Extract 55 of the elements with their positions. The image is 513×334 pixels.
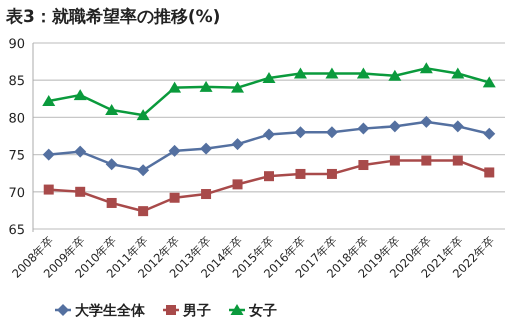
point bbox=[452, 156, 463, 166]
point bbox=[170, 192, 180, 203]
point bbox=[482, 76, 496, 88]
point bbox=[452, 120, 464, 132]
point bbox=[326, 168, 337, 179]
point bbox=[264, 171, 274, 182]
legend-label: 大学生全体 bbox=[75, 303, 146, 319]
point bbox=[231, 82, 244, 93]
point bbox=[420, 116, 432, 128]
point bbox=[232, 179, 243, 190]
point bbox=[136, 109, 150, 120]
point bbox=[420, 62, 433, 74]
point bbox=[42, 148, 55, 161]
point bbox=[294, 126, 306, 138]
point bbox=[295, 168, 306, 179]
y-tick-label: 85 bbox=[8, 74, 25, 90]
point bbox=[106, 158, 118, 170]
point bbox=[200, 142, 212, 155]
point bbox=[326, 126, 338, 138]
point bbox=[168, 144, 181, 157]
point bbox=[74, 146, 86, 158]
chart-title: 表3：就職希望率の推移(%) bbox=[5, 7, 220, 27]
point bbox=[358, 160, 368, 170]
point bbox=[137, 164, 150, 176]
point bbox=[357, 122, 370, 135]
point bbox=[106, 198, 117, 208]
point bbox=[201, 189, 212, 200]
point bbox=[484, 167, 494, 178]
point bbox=[232, 138, 244, 150]
y-tick-label: 90 bbox=[8, 37, 25, 52]
point bbox=[356, 68, 370, 79]
point bbox=[262, 72, 276, 83]
point bbox=[388, 70, 402, 81]
point bbox=[105, 104, 118, 115]
point bbox=[390, 156, 400, 166]
point bbox=[44, 184, 54, 195]
point bbox=[325, 68, 338, 79]
y-tick-label: 65 bbox=[8, 223, 25, 238]
y-tick-label: 75 bbox=[8, 148, 25, 164]
legend-label: 男子 bbox=[182, 303, 211, 319]
legend-label: 女子 bbox=[248, 303, 277, 319]
point bbox=[168, 82, 182, 93]
point bbox=[421, 156, 432, 166]
point bbox=[74, 89, 87, 100]
y-tick-label: 80 bbox=[8, 111, 25, 126]
point bbox=[42, 95, 56, 106]
point bbox=[483, 128, 496, 140]
point bbox=[263, 128, 275, 141]
point bbox=[138, 206, 148, 216]
point bbox=[200, 80, 213, 92]
point bbox=[451, 68, 464, 79]
point bbox=[75, 186, 86, 197]
point bbox=[294, 68, 307, 79]
point bbox=[388, 120, 401, 132]
y-tick-label: 70 bbox=[8, 186, 25, 201]
